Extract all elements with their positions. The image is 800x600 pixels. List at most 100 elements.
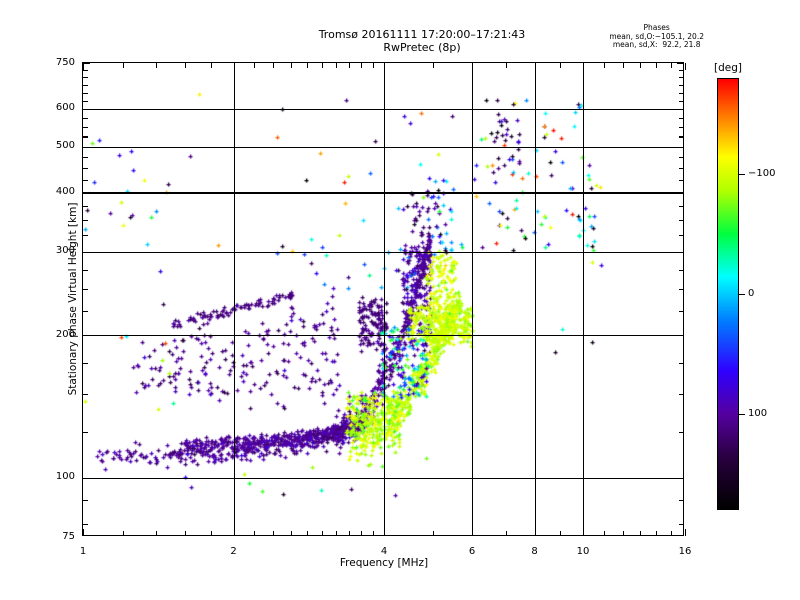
y-tick xyxy=(82,179,88,182)
y-tick xyxy=(676,108,684,111)
y-tick-label: 600 xyxy=(55,102,75,114)
x-tick xyxy=(432,530,434,536)
x-tick xyxy=(583,528,585,536)
y-tick xyxy=(82,77,88,79)
y-tick xyxy=(82,499,88,501)
plot-subtitle: RwPretec (8p) xyxy=(383,41,461,54)
gridline-horizontal xyxy=(83,251,683,253)
colorbar-tick xyxy=(739,174,745,176)
x-tick xyxy=(472,528,474,536)
x-tick xyxy=(534,62,536,70)
y-tick xyxy=(82,157,88,159)
y-tick xyxy=(82,146,90,148)
y-tick xyxy=(678,100,684,102)
x-tick xyxy=(83,528,85,536)
y-tick xyxy=(678,205,684,207)
phase-stats-block: Phases mean, sd,O:−105.1, 20.2 mean, sd,… xyxy=(609,23,704,50)
y-tick xyxy=(678,219,684,222)
y-tick xyxy=(82,269,88,271)
x-tick-label: 10 xyxy=(576,546,590,557)
y-tick xyxy=(678,157,684,159)
x-tick xyxy=(83,62,85,70)
x-tick xyxy=(122,62,124,68)
x-tick xyxy=(348,530,350,536)
y-tick xyxy=(678,235,684,237)
y-tick xyxy=(678,310,684,312)
colorbar xyxy=(717,78,739,510)
x-tick xyxy=(361,62,363,68)
x-tick xyxy=(321,62,323,68)
x-tick-label: 8 xyxy=(531,546,538,557)
x-tick xyxy=(603,62,605,68)
y-tick xyxy=(678,269,684,271)
colorbar-tick xyxy=(739,294,745,296)
x-tick xyxy=(210,530,212,536)
y-tick xyxy=(678,168,684,170)
colorbar-tick-label: 100 xyxy=(748,407,768,419)
x-tick xyxy=(622,62,624,68)
y-tick xyxy=(678,499,684,501)
x-tick-label: 4 xyxy=(380,546,388,557)
y-tick xyxy=(82,477,90,479)
x-tick xyxy=(254,530,256,536)
x-tick xyxy=(306,530,308,536)
gridline-horizontal xyxy=(83,146,683,148)
gridline-vertical xyxy=(233,63,235,535)
y-tick xyxy=(82,362,88,364)
plot-area: 75 100 200 300 400 500 600 750 1 2 4 6 8 10 16 Statio… xyxy=(56,57,691,570)
x-tick xyxy=(156,62,158,68)
x-tick xyxy=(472,62,474,70)
y-tick xyxy=(678,126,684,128)
x-tick xyxy=(372,530,375,536)
y-axis-title: Stationary phase Virtual Height [km] xyxy=(67,202,79,396)
phase-stats-x-mode: mean, sd,X: 92.2, 21.8 xyxy=(612,40,701,50)
gridline-horizontal xyxy=(83,477,683,479)
gridline-vertical xyxy=(384,63,386,535)
colorbar-tick xyxy=(739,414,745,416)
x-tick xyxy=(273,62,275,68)
x-tick xyxy=(384,62,386,70)
x-tick-label: 16 xyxy=(678,546,692,557)
x-tick xyxy=(685,62,687,70)
y-tick xyxy=(82,63,90,65)
y-tick xyxy=(678,289,684,291)
y-tick xyxy=(82,394,88,396)
x-tick xyxy=(639,62,642,68)
y-tick xyxy=(82,168,88,170)
x-tick-label: 1 xyxy=(79,546,87,557)
y-tick xyxy=(678,77,684,79)
y-tick-label: 100 xyxy=(55,471,75,483)
y-tick-label: 500 xyxy=(55,140,75,151)
y-tick-label: 400 xyxy=(55,185,75,197)
x-tick xyxy=(685,528,687,536)
phase-stats-heading: Phases xyxy=(643,23,670,32)
x-tick xyxy=(534,528,536,536)
y-tick xyxy=(678,523,684,525)
x-tick xyxy=(233,62,235,70)
x-tick xyxy=(361,530,363,536)
scatter-layer xyxy=(83,63,683,535)
x-tick xyxy=(306,62,308,68)
y-tick xyxy=(82,100,88,102)
colorbar-tick-label: −100 xyxy=(748,167,776,179)
x-tick xyxy=(348,62,350,68)
y-tick xyxy=(678,431,684,433)
gridline-horizontal xyxy=(83,335,683,337)
x-tick xyxy=(671,62,673,68)
x-tick xyxy=(505,62,507,68)
y-tick xyxy=(82,289,88,291)
y-tick xyxy=(82,251,90,253)
y-tick xyxy=(82,192,90,194)
y-tick xyxy=(678,179,684,182)
x-tick xyxy=(384,528,386,536)
y-tick-label: 300 xyxy=(55,245,75,257)
y-tick xyxy=(678,362,684,364)
y-tick-label: 750 xyxy=(55,56,75,68)
x-tick xyxy=(335,62,337,68)
y-tick xyxy=(82,92,88,94)
x-tick xyxy=(622,530,624,536)
x-tick xyxy=(254,62,256,68)
y-tick xyxy=(82,108,90,111)
x-tick xyxy=(560,530,562,536)
